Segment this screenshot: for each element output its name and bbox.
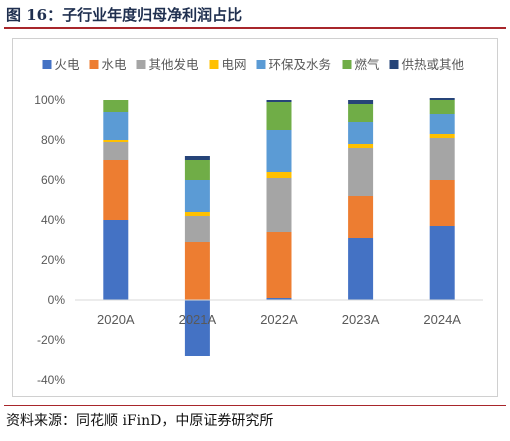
bar-segment-2023A-供热或其他 xyxy=(348,100,374,104)
x-tick-label: 2024A xyxy=(423,312,461,327)
bar-segment-2021A-其他发电 xyxy=(184,216,210,242)
bar-segment-2021A-供热或其他 xyxy=(184,156,210,160)
bar-segment-2021A-燃气 xyxy=(184,160,210,180)
legend-label: 电网 xyxy=(222,58,247,72)
legend-swatch xyxy=(256,60,266,69)
y-tick-label: 20% xyxy=(41,253,65,267)
legend-swatch xyxy=(389,60,399,69)
bar-segment-2023A-燃气 xyxy=(348,104,374,122)
bar-segment-2022A-环保及水务 xyxy=(266,130,292,172)
figure-title: 图 16：子行业年度归母净利润占比 xyxy=(6,6,243,24)
legend-swatch xyxy=(136,60,146,69)
legend-swatch xyxy=(209,60,219,69)
legend-label: 燃气 xyxy=(355,57,381,72)
legend-swatch xyxy=(42,60,52,69)
y-tick-label: 40% xyxy=(41,213,65,227)
bar-segment-2022A-火电 xyxy=(266,298,292,300)
legend-swatch xyxy=(342,60,352,69)
x-tick-label: 2022A xyxy=(260,312,298,327)
title-divider xyxy=(4,27,506,29)
y-tick-label: 60% xyxy=(41,173,65,187)
source-note: 资料来源：同花顺 iFinD，中原证券研究所 xyxy=(6,413,274,429)
bar-segment-2024A-电网 xyxy=(429,134,455,138)
bar-segment-2022A-供热或其他 xyxy=(266,100,292,102)
source-divider xyxy=(4,405,506,406)
y-tick-label: 80% xyxy=(41,133,65,147)
bar-segment-2022A-水电 xyxy=(266,232,292,298)
bar-segment-2024A-水电 xyxy=(429,180,455,226)
stacked-bar-chart: 火电 水电 其他发电 电网 环保及水务 燃气 供热或其他 -40% -20% 0% 20% 40% 6… xyxy=(34,57,483,387)
bar-segment-2022A-其他发电 xyxy=(266,178,292,232)
bar-segment-2023A-水电 xyxy=(348,196,374,238)
y-axis: -40% -20% 0% 20% 40% 60% 80% 100% xyxy=(34,93,65,387)
bar-segment-2021A-电网 xyxy=(184,212,210,216)
bar-group xyxy=(103,98,455,356)
chart-legend: 火电 水电 其他发电 电网 环保及水务 燃气 供热或其他 xyxy=(42,57,465,72)
bar-segment-2023A-火电 xyxy=(348,238,374,300)
bar-segment-2024A-供热或其他 xyxy=(429,98,455,100)
legend-label: 供热或其他 xyxy=(402,58,465,72)
bar-segment-2024A-火电 xyxy=(429,226,455,300)
legend-label: 火电 xyxy=(55,58,81,72)
bar-segment-2021A-火电 xyxy=(184,300,210,356)
y-tick-label: 0% xyxy=(48,293,66,307)
x-axis: 2020A 2021A 2022A 2023A 2024A xyxy=(75,299,483,327)
x-tick-label: 2020A xyxy=(97,312,135,327)
legend-swatch xyxy=(89,60,99,69)
legend-label: 其他发电 xyxy=(149,57,200,72)
bar-segment-2020A-燃气 xyxy=(103,100,129,112)
bar-segment-2021A-水电 xyxy=(184,242,210,300)
bar-segment-2021A-环保及水务 xyxy=(184,180,210,212)
bar-segment-2024A-环保及水务 xyxy=(429,114,455,134)
bar-segment-2020A-其他发电 xyxy=(103,142,129,160)
bar-segment-2020A-环保及水务 xyxy=(103,112,129,140)
bar-segment-2024A-燃气 xyxy=(429,100,455,114)
bar-segment-2020A-水电 xyxy=(103,160,129,220)
bar-segment-2020A-火电 xyxy=(103,220,129,300)
legend-label: 环保及水务 xyxy=(269,57,332,72)
bar-segment-2022A-燃气 xyxy=(266,102,292,130)
bar-segment-2020A-电网 xyxy=(103,140,129,142)
legend-label: 水电 xyxy=(102,58,128,72)
bar-segment-2023A-其他发电 xyxy=(348,148,374,196)
y-tick-label: 100% xyxy=(34,93,65,107)
bar-segment-2024A-其他发电 xyxy=(429,138,455,180)
bar-segment-2022A-电网 xyxy=(266,172,292,178)
chart-container: 火电 水电 其他发电 电网 环保及水务 燃气 供热或其他 -40% -20% 0% 20% 40% 6… xyxy=(12,38,498,397)
bar-segment-2023A-电网 xyxy=(348,144,374,148)
bar-segment-2023A-环保及水务 xyxy=(348,122,374,144)
x-tick-label: 2021A xyxy=(179,312,217,327)
x-tick-label: 2023A xyxy=(342,312,380,327)
y-tick-label: -20% xyxy=(37,333,65,347)
y-tick-label: -40% xyxy=(37,373,65,387)
